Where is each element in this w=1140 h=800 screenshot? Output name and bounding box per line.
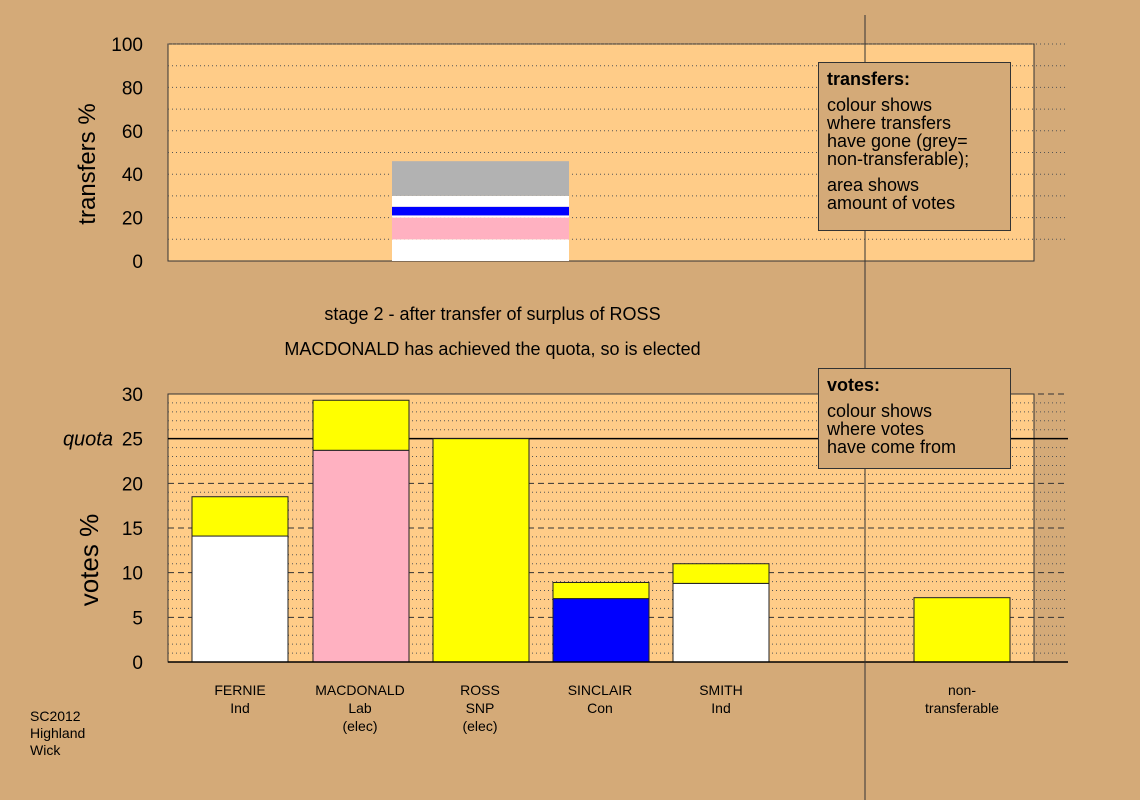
votes-legend: votes: colour shows where votes have com… <box>818 368 1011 469</box>
vote-bar-segment <box>552 598 650 663</box>
candidate-name: ROSS <box>460 682 500 698</box>
candidate-name: SMITH <box>699 682 743 698</box>
votes-tick-label: 5 <box>132 608 143 629</box>
candidate-party: Ind <box>711 700 731 716</box>
candidate-label-fernie: FERNIE Ind <box>185 681 295 717</box>
transfer-segment <box>392 239 569 261</box>
footnote-line: Highland <box>30 725 86 741</box>
transfers-tick-label: 0 <box>132 252 143 273</box>
transfers-tick-label: 20 <box>122 209 143 230</box>
candidate-label-ross: ROSS SNP (elec) <box>425 681 535 735</box>
candidate-party: Con <box>587 700 613 716</box>
votes-tick-label: 30 <box>122 385 143 406</box>
candidate-status: (elec) <box>342 718 378 734</box>
candidate-status: (elec) <box>462 718 498 734</box>
vote-bar-segment <box>672 563 770 584</box>
vote-bar-segment <box>672 582 770 663</box>
transfer-segment <box>392 161 569 196</box>
votes-legend-title: votes: <box>827 375 881 395</box>
transfers-axis-label: transfers % <box>74 103 101 224</box>
stage-title: stage 2 - after transfer of surplus of R… <box>324 304 661 324</box>
votes-axis-label: votes % <box>74 514 104 607</box>
transfers-legend-line: non-transferable); <box>827 149 970 169</box>
footnote-line: Wick <box>30 742 61 758</box>
candidate-label-macdonald: MACDONALD Lab (elec) <box>305 681 415 735</box>
transfers-legend-line: colour shows <box>827 95 933 115</box>
quota-label: quota <box>63 429 113 451</box>
transfers-legend: transfers: colour shows where transfers … <box>818 62 1011 231</box>
candidate-name: SINCLAIR <box>567 682 633 698</box>
votes-tick-label: 25 <box>122 430 143 451</box>
stage-status: MACDONALD has achieved the quota, so is … <box>284 339 701 359</box>
votes-legend-line: have come from <box>827 437 957 457</box>
transfers-legend-line: amount of votes <box>827 193 956 213</box>
votes-legend-line: where votes <box>827 419 925 439</box>
candidate-party: Ind <box>230 700 250 716</box>
vote-bar-segment <box>432 438 530 663</box>
votes-tick-label: 20 <box>122 474 143 495</box>
votes-legend-line: colour shows <box>827 401 933 421</box>
candidate-party: SNP <box>465 700 495 716</box>
candidate-name: FERNIE <box>214 682 266 698</box>
transfers-tick-label: 40 <box>122 165 143 186</box>
footnote: SC2012 Highland Wick <box>30 708 85 759</box>
transfer-segment <box>392 217 569 240</box>
vote-bar-segment <box>552 581 650 600</box>
vote-bar-segment <box>312 399 410 451</box>
transfer-segment <box>392 206 569 216</box>
transfer-segment <box>392 195 569 207</box>
candidate-party: transferable <box>925 700 999 716</box>
transfer-segment <box>392 215 569 218</box>
transfers-tick-label: 100 <box>111 35 143 56</box>
votes-tick-label: 10 <box>122 564 143 585</box>
candidate-label-smith: SMITH Ind <box>666 681 776 717</box>
candidate-name: non- <box>947 682 977 698</box>
transfers-legend-line: where transfers <box>827 113 952 133</box>
transfers-legend-line: have gone (grey= <box>827 131 968 151</box>
candidate-label-sinclair: SINCLAIR Con <box>545 681 655 717</box>
candidate-party: Lab <box>348 700 372 716</box>
vote-bar-segment <box>312 449 410 663</box>
transfers-tick-label: 80 <box>122 78 143 99</box>
candidate-label-non-transferable: non- transferable <box>907 681 1017 717</box>
transfers-legend-title: transfers: <box>827 69 911 89</box>
votes-tick-label: 15 <box>122 519 143 540</box>
vote-bar-segment <box>913 597 1011 663</box>
vote-bar-segment <box>191 496 289 537</box>
transfers-tick-label: 60 <box>122 122 143 143</box>
transfers-legend-line: area shows <box>827 175 920 195</box>
candidate-name: MACDONALD <box>315 682 405 698</box>
footnote-line: SC2012 <box>30 708 81 724</box>
vote-bar-segment <box>191 535 289 663</box>
votes-tick-label: 0 <box>132 653 143 674</box>
